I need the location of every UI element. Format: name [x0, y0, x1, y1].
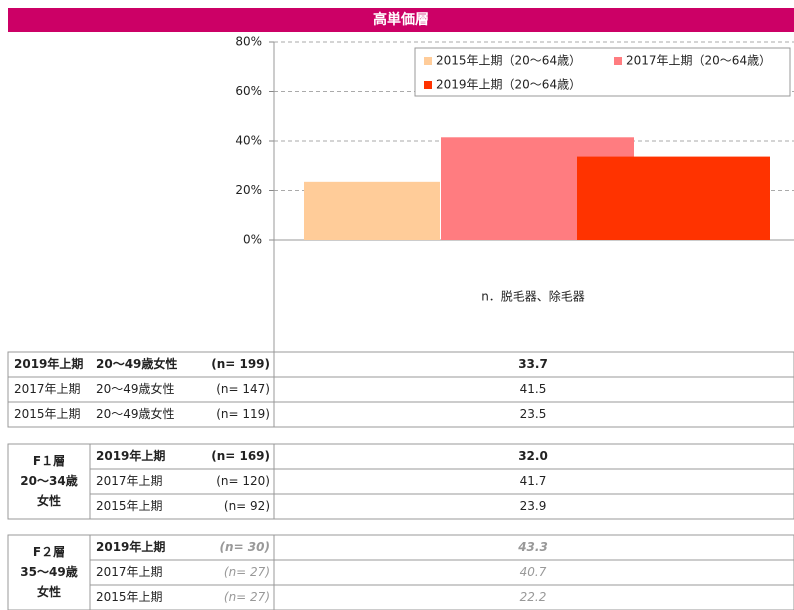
legend-box [414, 47, 791, 97]
segment-label: 20～49歳女性 [96, 381, 175, 396]
value-label: 23.9 [520, 499, 547, 513]
y-tick-label: 20% [235, 183, 262, 197]
period-label: 2015年上期 [96, 590, 163, 604]
value-label: 41.5 [520, 382, 547, 396]
bar [304, 181, 440, 240]
n-label: (n= 119) [216, 407, 270, 421]
period-label: 2017年上期 [14, 382, 81, 396]
group-label: 35～49歳 [20, 564, 77, 579]
row-cell [89, 493, 794, 520]
legend-label: 2015年上期（20～64歳） [436, 54, 581, 68]
group-label: 女性 [37, 493, 61, 508]
legend-label: 2017年上期（20～64歳） [626, 54, 771, 68]
group-label: F１層 [33, 454, 65, 468]
y-tick-label: 0% [243, 233, 262, 247]
period-label: 2019年上期 [96, 539, 165, 554]
period-label: 2015年上期 [14, 407, 81, 421]
n-label: (n= 27) [224, 565, 270, 579]
n-label: (n= 169) [211, 449, 270, 463]
n-label: (n= 30) [220, 540, 270, 554]
segment-label: 20～49歳女性 [96, 406, 175, 421]
y-tick-label: 80% [235, 35, 262, 49]
period-label: 2019年上期 [96, 448, 165, 463]
row-cell [89, 559, 794, 586]
n-label: (n= 27) [224, 590, 270, 604]
value-label: 23.5 [520, 407, 547, 421]
period-label: 2017年上期 [96, 565, 163, 579]
legend-swatch [424, 57, 432, 65]
group-cell [7, 443, 91, 520]
group-label: F２層 [33, 545, 65, 559]
header-title: 高単価層 [373, 11, 429, 28]
group-label: 女性 [37, 584, 61, 599]
value-label: 33.7 [518, 357, 548, 371]
n-label: (n= 147) [216, 382, 270, 396]
group-label: 20～34歳 [20, 473, 77, 488]
n-label: (n= 92) [224, 499, 270, 513]
y-tick-label: 60% [235, 84, 262, 98]
value-label: 32.0 [518, 449, 548, 463]
row-cell [7, 351, 794, 378]
n-label: (n= 120) [216, 474, 270, 488]
period-label: 2017年上期 [96, 474, 163, 488]
row-cell [7, 401, 794, 428]
period-label: 2015年上期 [96, 499, 163, 513]
row-cell [89, 584, 794, 610]
row-cell [89, 468, 794, 495]
y-tick-label: 40% [235, 134, 262, 148]
value-label: 40.7 [520, 565, 547, 579]
row-cell [89, 534, 794, 561]
value-label: 43.3 [517, 540, 548, 554]
n-label: (n= 199) [211, 357, 270, 371]
header-bar [8, 8, 794, 32]
legend-swatch [614, 57, 622, 65]
row-cell [89, 443, 794, 470]
segment-label: 20～49歳女性 [96, 356, 177, 371]
legend-swatch [424, 81, 432, 89]
value-label: 41.7 [520, 474, 547, 488]
bar [577, 156, 770, 240]
value-label: 22.2 [520, 590, 547, 604]
x-category-label: n．脱毛器、除毛器 [481, 289, 585, 304]
period-label: 2019年上期 [14, 356, 83, 371]
legend-label: 2019年上期（20～64歳） [436, 78, 581, 92]
